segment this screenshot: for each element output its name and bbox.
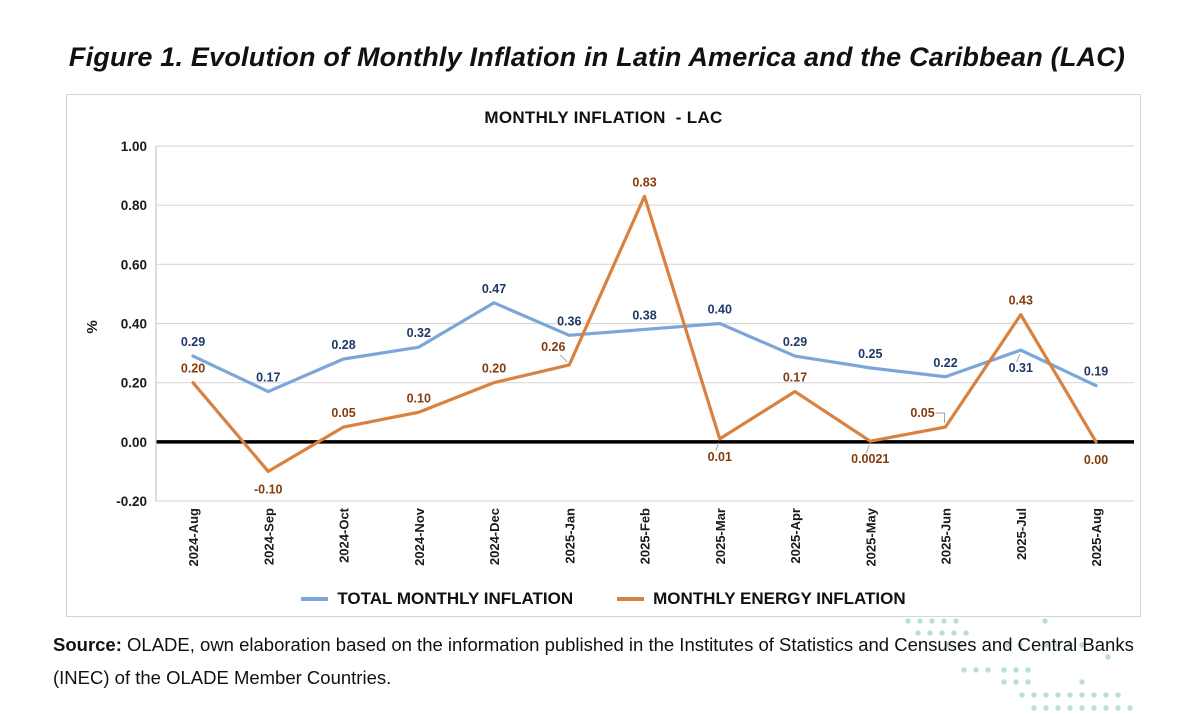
svg-text:0.38: 0.38 [632, 308, 656, 322]
svg-text:0.20: 0.20 [181, 362, 205, 376]
svg-text:2024-Sep: 2024-Sep [261, 508, 276, 565]
source-text: OLADE, own elaboration based on the info… [53, 634, 1134, 688]
chart-title: MONTHLY INFLATION - LAC [484, 108, 723, 127]
svg-text:2025-Jul: 2025-Jul [1014, 508, 1029, 560]
svg-text:0.29: 0.29 [181, 335, 205, 349]
svg-text:0.17: 0.17 [256, 371, 280, 385]
svg-text:2025-Aug: 2025-Aug [1089, 508, 1104, 567]
svg-text:2025-May: 2025-May [863, 507, 878, 566]
svg-text:2024-Aug: 2024-Aug [186, 508, 201, 567]
chart-panel: MONTHLY INFLATION - LAC 1.00 0.80 0.60 0.40… [66, 94, 1141, 617]
legend-label-energy: MONTHLY ENERGY INFLATION [653, 589, 906, 608]
svg-text:0.83: 0.83 [632, 175, 656, 189]
svg-text:-0.20: -0.20 [116, 494, 147, 509]
svg-text:2025-Mar: 2025-Mar [713, 508, 728, 564]
svg-text:0.26: 0.26 [541, 340, 565, 354]
dots-pattern [905, 618, 1133, 711]
legend-label-total: TOTAL MONTHLY INFLATION [337, 589, 574, 608]
source-note: Source: OLADE, own elaboration based on … [53, 628, 1138, 694]
svg-text:0.60: 0.60 [121, 257, 147, 272]
svg-text:0.43: 0.43 [1009, 294, 1033, 308]
svg-text:2025-Feb: 2025-Feb [638, 508, 653, 564]
svg-text:2024-Nov: 2024-Nov [412, 507, 427, 566]
legend-item-total-monthly-inflation: TOTAL MONTHLY INFLATION [301, 589, 573, 609]
figure-title: Figure 1. Evolution of Monthly Inflation… [68, 42, 1126, 72]
svg-text:0.20: 0.20 [121, 376, 147, 391]
chart-legend: TOTAL MONTHLY INFLATION MONTHLY ENERGY I… [67, 589, 1140, 609]
svg-text:0.05: 0.05 [331, 406, 355, 420]
svg-text:0.00: 0.00 [121, 435, 147, 450]
svg-text:2024-Dec: 2024-Dec [487, 508, 502, 565]
svg-text:0.0021: 0.0021 [851, 452, 889, 466]
svg-text:2024-Oct: 2024-Oct [337, 507, 352, 563]
legend-item-monthly-energy-inflation: MONTHLY ENERGY INFLATION [617, 589, 906, 609]
svg-text:0.80: 0.80 [121, 198, 147, 213]
svg-text:2025-Jun: 2025-Jun [939, 508, 954, 564]
svg-text:0.05: 0.05 [910, 406, 934, 420]
svg-text:0.36: 0.36 [557, 314, 581, 328]
legend-line-sample-energy [617, 597, 645, 601]
svg-text:%: % [84, 320, 101, 333]
svg-text:2025-Apr: 2025-Apr [788, 508, 803, 564]
svg-text:0.25: 0.25 [858, 347, 882, 361]
source-label: Source: [53, 634, 122, 655]
svg-text:0.40: 0.40 [708, 303, 732, 317]
svg-text:0.28: 0.28 [331, 338, 355, 352]
svg-text:0.19: 0.19 [1084, 365, 1108, 379]
svg-text:0.22: 0.22 [933, 356, 957, 370]
legend-line-sample-total [301, 597, 329, 601]
svg-text:-0.10: -0.10 [254, 482, 283, 496]
svg-text:0.32: 0.32 [407, 326, 431, 340]
svg-text:0.29: 0.29 [783, 335, 807, 349]
svg-text:1.00: 1.00 [121, 139, 147, 154]
svg-text:0.40: 0.40 [121, 317, 147, 332]
svg-text:0.17: 0.17 [783, 371, 807, 385]
svg-text:0.47: 0.47 [482, 282, 506, 296]
inflation-line-chart: 1.00 0.80 0.60 0.40 0.20 0.00 -0.20% 2024-Aug 20… [84, 139, 1134, 567]
svg-text:0.31: 0.31 [1009, 361, 1033, 375]
svg-text:0.20: 0.20 [482, 362, 506, 376]
svg-text:0.00: 0.00 [1084, 453, 1108, 467]
svg-text:0.01: 0.01 [708, 450, 732, 464]
svg-text:0.10: 0.10 [407, 391, 431, 405]
svg-text:2025-Jan: 2025-Jan [562, 508, 577, 564]
